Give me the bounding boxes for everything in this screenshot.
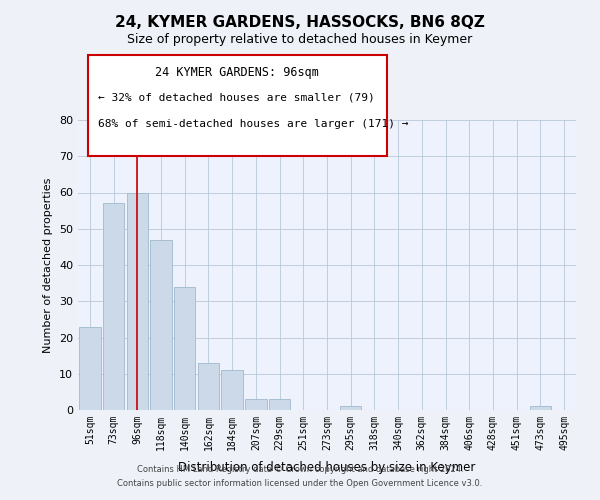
Y-axis label: Number of detached properties: Number of detached properties — [43, 178, 53, 352]
Bar — [127, 192, 148, 410]
X-axis label: Distribution of detached houses by size in Keymer: Distribution of detached houses by size … — [178, 461, 476, 474]
Text: 24, KYMER GARDENS, HASSOCKS, BN6 8QZ: 24, KYMER GARDENS, HASSOCKS, BN6 8QZ — [115, 15, 485, 30]
Text: ← 32% of detached houses are smaller (79): ← 32% of detached houses are smaller (79… — [98, 92, 374, 102]
Bar — [221, 370, 243, 410]
Bar — [530, 406, 551, 410]
Bar — [245, 399, 266, 410]
Text: Contains HM Land Registry data © Crown copyright and database right 2024.
Contai: Contains HM Land Registry data © Crown c… — [118, 466, 482, 487]
Bar — [269, 399, 290, 410]
Bar — [198, 363, 219, 410]
Text: 68% of semi-detached houses are larger (171) →: 68% of semi-detached houses are larger (… — [98, 118, 409, 128]
Text: Size of property relative to detached houses in Keymer: Size of property relative to detached ho… — [127, 32, 473, 46]
Bar — [151, 240, 172, 410]
Bar — [174, 287, 196, 410]
Text: 24 KYMER GARDENS: 96sqm: 24 KYMER GARDENS: 96sqm — [155, 66, 319, 80]
FancyBboxPatch shape — [88, 54, 387, 156]
Bar — [79, 326, 101, 410]
Bar — [103, 204, 124, 410]
Bar — [340, 406, 361, 410]
